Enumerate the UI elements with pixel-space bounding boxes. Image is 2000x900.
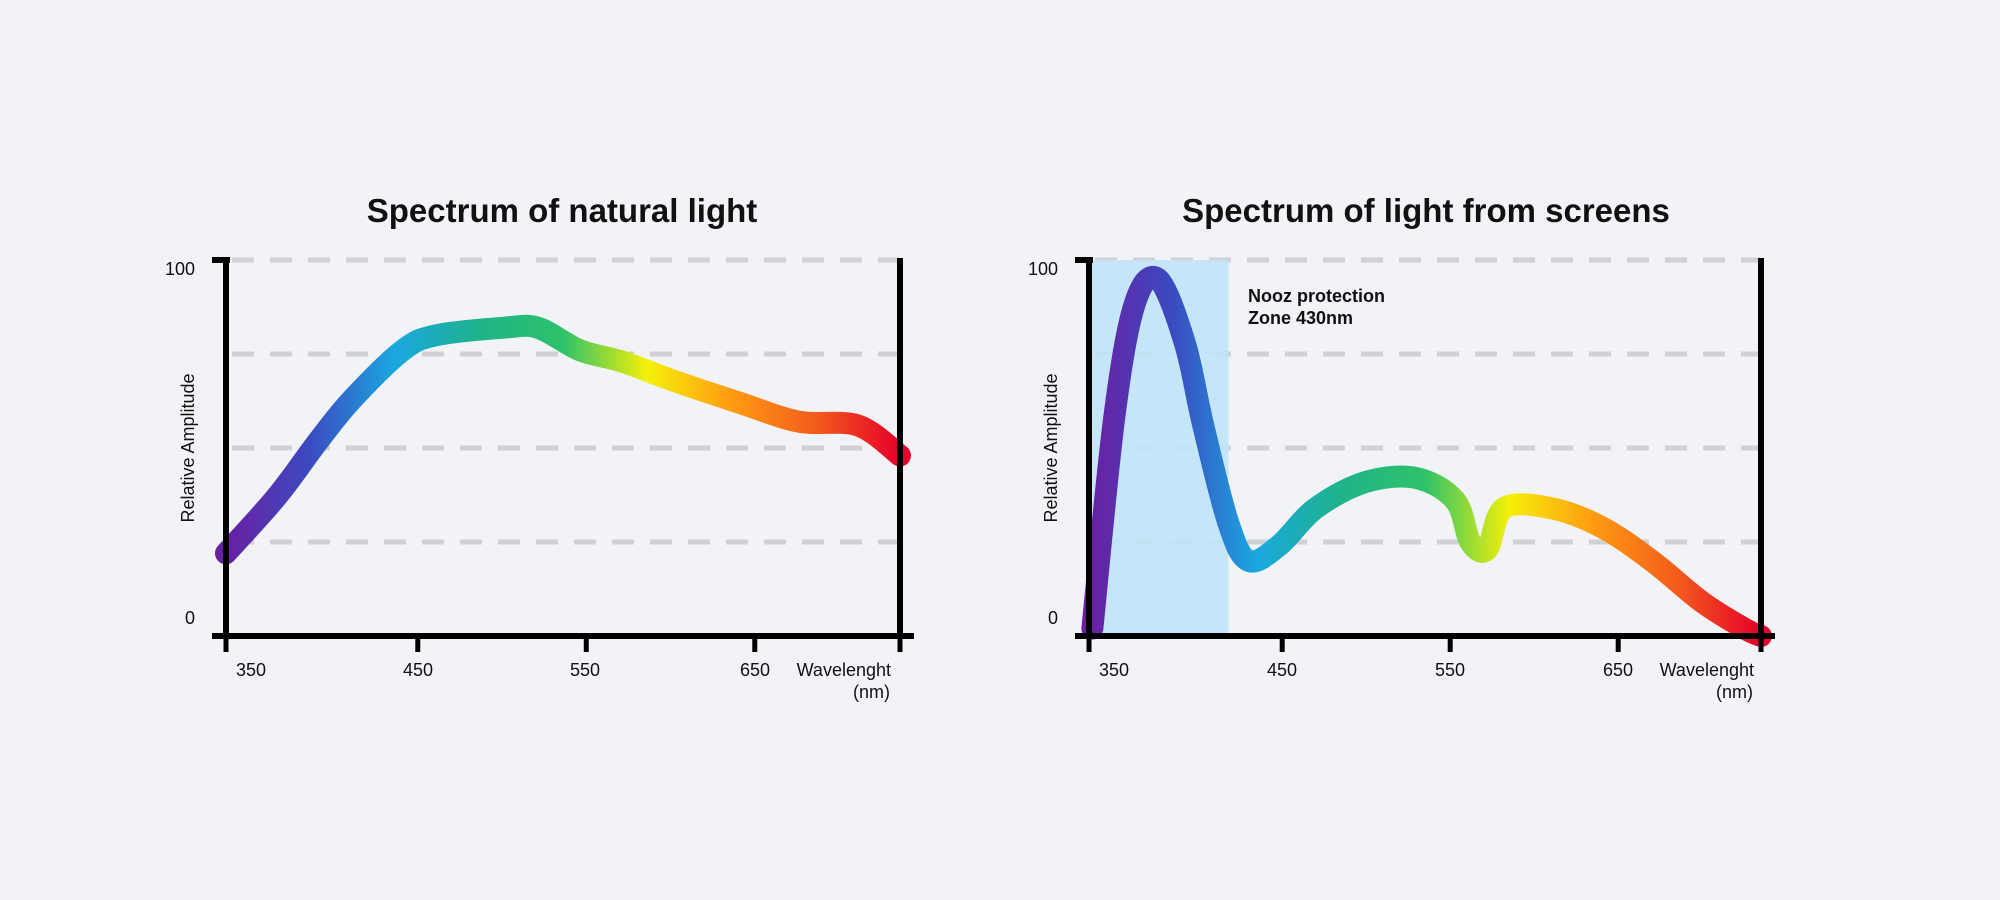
- protection-zone-label-line2: Zone 430nm: [1248, 308, 1353, 328]
- gridlines: [232, 257, 900, 545]
- protection-zone-label-line1: Nooz protection: [1248, 286, 1385, 306]
- spectrum-series-line: [1081, 266, 1772, 647]
- x-axis-label: Wavelenght: [1660, 660, 1754, 680]
- x-tick-label-450: 450: [1267, 660, 1297, 680]
- x-tick-label-650: 650: [1603, 660, 1633, 680]
- x-tick-label-650: 650: [740, 660, 770, 680]
- y-tick-label-0: 0: [185, 608, 195, 628]
- series-layer: [215, 314, 911, 565]
- chart-natural-light: Spectrum of natural light 100 0 Relative…: [165, 192, 914, 702]
- y-tick-label-100: 100: [165, 259, 195, 279]
- spectrum-series-line: [215, 314, 911, 565]
- axes: [212, 257, 914, 652]
- y-tick-label-100: 100: [1028, 259, 1058, 279]
- x-tick-label-550: 550: [1435, 660, 1465, 680]
- x-tick-label-450: 450: [403, 660, 433, 680]
- x-tick-label-550: 550: [570, 660, 600, 680]
- chart-screen-light: Spectrum of light from screens Nooz prot…: [1028, 192, 1775, 702]
- x-axis-unit: (nm): [853, 682, 890, 702]
- x-axis-label: Wavelenght: [797, 660, 891, 680]
- axes: [1075, 257, 1775, 652]
- x-axis-unit: (nm): [1716, 682, 1753, 702]
- series-layer: [1081, 266, 1772, 647]
- y-axis-label: Relative Amplitude: [178, 373, 198, 522]
- x-tick-label-350: 350: [236, 660, 266, 680]
- chart-title: Spectrum of light from screens: [1182, 192, 1670, 229]
- y-tick-label-0: 0: [1048, 608, 1058, 628]
- x-tick-label-350: 350: [1099, 660, 1129, 680]
- chart-title: Spectrum of natural light: [367, 192, 758, 229]
- y-axis-label: Relative Amplitude: [1041, 373, 1061, 522]
